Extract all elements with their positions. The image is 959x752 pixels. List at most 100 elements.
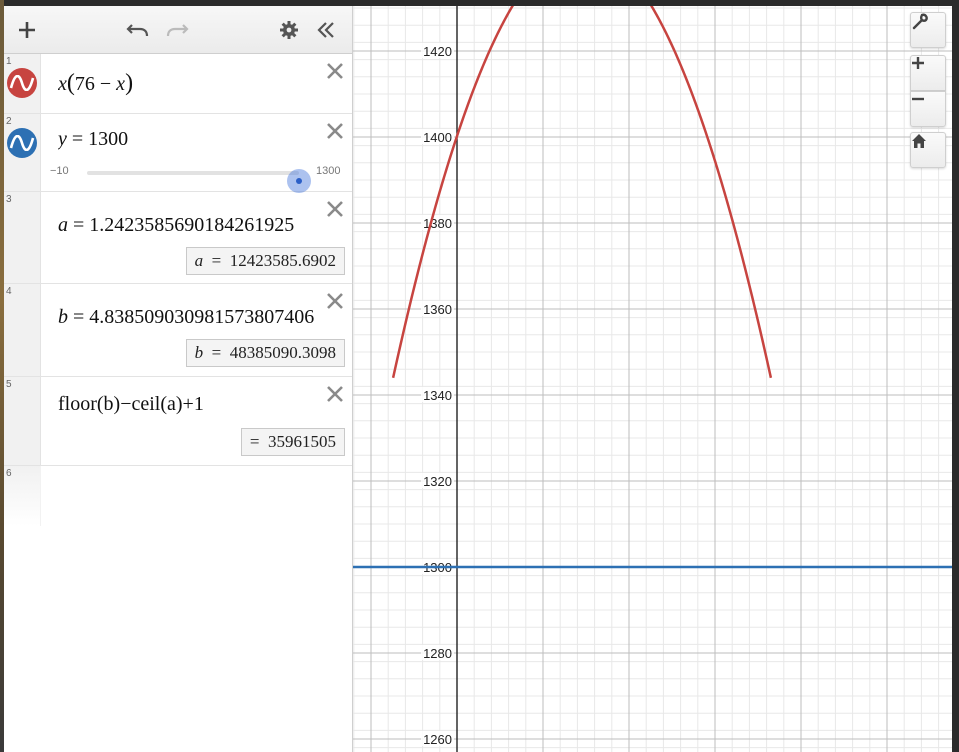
- math-var: y: [58, 128, 67, 150]
- expression-gutter: 1: [4, 54, 41, 113]
- math-paren: ): [125, 70, 134, 96]
- evaluation-result: = 35961505: [240, 428, 345, 456]
- expression-gutter: 5: [4, 377, 41, 465]
- math-var: a: [58, 214, 68, 236]
- expression-index: 3: [6, 194, 12, 205]
- expression-gutter: 3: [4, 192, 41, 283]
- result-value: 48385090.3098: [229, 343, 336, 362]
- math-paren: (: [66, 70, 75, 96]
- y-tick-label: 1400: [423, 130, 452, 145]
- expression-gutter: 6: [4, 466, 41, 526]
- expression-index: 4: [6, 286, 12, 297]
- y-tick-label: 1280: [423, 646, 452, 661]
- slider-max-label[interactable]: 1300: [316, 165, 341, 177]
- tick-label-bg: [421, 387, 454, 402]
- result-var: b: [194, 343, 204, 362]
- expression-math[interactable]: b = 4.838509030981573807406: [58, 306, 316, 329]
- delete-expression-icon[interactable]: [326, 292, 344, 310]
- gear-icon: [280, 21, 298, 39]
- evaluation-result: a = 12423585.6902: [185, 247, 345, 275]
- math-var: x: [58, 73, 67, 95]
- result-value: 35961505: [268, 432, 336, 451]
- slider-min-label[interactable]: −10: [50, 165, 69, 177]
- home-icon: [912, 134, 926, 148]
- result-equals: =: [211, 343, 222, 362]
- zoom-in-button[interactable]: [910, 55, 946, 91]
- y-tick-label: 1380: [423, 216, 452, 231]
- minus-icon: [912, 97, 924, 101]
- double-chevron-left-icon: [317, 22, 334, 38]
- delete-expression-icon[interactable]: [326, 200, 344, 218]
- y-tick-label: 1420: [423, 44, 452, 59]
- graph-wave-icon: [9, 135, 35, 151]
- expression-row[interactable]: 1 x(76 − x): [4, 54, 352, 114]
- graph-paper[interactable]: 1420 1400 1380 1360 1340 1320 1300 1280 1260: [353, 6, 952, 752]
- expression-index: 6: [6, 468, 12, 479]
- graph-settings-button[interactable]: [910, 12, 946, 48]
- result-equals: =: [249, 432, 260, 451]
- tick-label-bg: [421, 129, 454, 144]
- new-expression-row[interactable]: 6: [4, 466, 352, 526]
- collapse-panel-button[interactable]: [312, 16, 340, 44]
- plus-icon: [19, 22, 35, 38]
- slider-track[interactable]: [87, 169, 311, 193]
- plus-icon: [912, 57, 924, 69]
- slider: −10 1300: [50, 162, 344, 193]
- tick-label-bg: [421, 645, 454, 660]
- expression-list-panel: 1 x(76 − x) 2 y = 1300 −10 1300: [4, 6, 353, 752]
- tick-label-bg: [421, 731, 454, 746]
- graph-color-toggle[interactable]: [7, 68, 37, 98]
- expression-row[interactable]: 4 b = 4.838509030981573807406 b = 483850…: [4, 284, 352, 377]
- settings-button[interactable]: [275, 16, 303, 44]
- evaluation-result: b = 48385090.3098: [185, 339, 345, 367]
- math-equals: =: [66, 128, 89, 150]
- expression-gutter: 2: [4, 114, 41, 191]
- y-tick-label: 1320: [423, 474, 452, 489]
- y-tick-label: 1360: [423, 302, 452, 317]
- delete-expression-icon[interactable]: [326, 385, 344, 403]
- delete-expression-icon[interactable]: [326, 122, 344, 140]
- tick-label-bg: [421, 301, 454, 316]
- expression-row[interactable]: 5 floor(b)−ceil(a)+1 = 35961505: [4, 377, 352, 466]
- expression-gutter: 4: [4, 284, 41, 376]
- delete-expression-icon[interactable]: [326, 62, 344, 80]
- undo-button[interactable]: [124, 16, 152, 44]
- slider-thumb[interactable]: [287, 169, 311, 193]
- add-expression-button[interactable]: [13, 16, 41, 44]
- undo-icon: [126, 24, 149, 37]
- zoom-out-button[interactable]: [910, 91, 946, 127]
- redo-button[interactable]: [163, 16, 191, 44]
- math-equals: =: [68, 306, 90, 328]
- default-viewport-button[interactable]: [910, 132, 946, 168]
- expression-toolbar: [4, 6, 352, 54]
- math-value: 4.838509030981573807406: [89, 306, 315, 328]
- expression-math[interactable]: floor(b)−ceil(a)+1: [58, 393, 204, 415]
- desktop-edge: [0, 0, 4, 752]
- math-term: 76 −: [74, 73, 117, 95]
- expression-math[interactable]: x(76 − x): [58, 70, 133, 97]
- result-equals: =: [211, 251, 222, 270]
- wrench-icon: [912, 13, 928, 30]
- graph-curve[interactable]: [391, 6, 773, 379]
- tick-label-bg: [421, 473, 454, 488]
- y-tick-label: 1260: [423, 732, 452, 747]
- math-var: b: [58, 306, 68, 328]
- math-value: 1300: [88, 128, 129, 150]
- redo-icon: [166, 24, 189, 37]
- result-value: 12423585.6902: [229, 251, 336, 270]
- graph-wave-icon: [9, 75, 35, 91]
- desktop-edge: [952, 0, 959, 752]
- expression-index: 1: [6, 56, 12, 67]
- graph-color-toggle[interactable]: [7, 128, 37, 158]
- result-var: a: [194, 251, 204, 270]
- y-tick-label: 1340: [423, 388, 452, 403]
- expression-math[interactable]: a = 1.2423585690184261925: [58, 214, 316, 237]
- math-var: x: [116, 73, 126, 95]
- math-value: 1.2423585690184261925: [89, 214, 295, 236]
- expression-row[interactable]: 3 a = 1.2423585690184261925 a = 12423585…: [4, 192, 352, 284]
- math-equals: =: [68, 214, 90, 236]
- expression-index: 2: [6, 116, 12, 127]
- expression-row[interactable]: 2 y = 1300 −10 1300: [4, 114, 352, 193]
- expression-math[interactable]: y = 1300: [58, 128, 128, 151]
